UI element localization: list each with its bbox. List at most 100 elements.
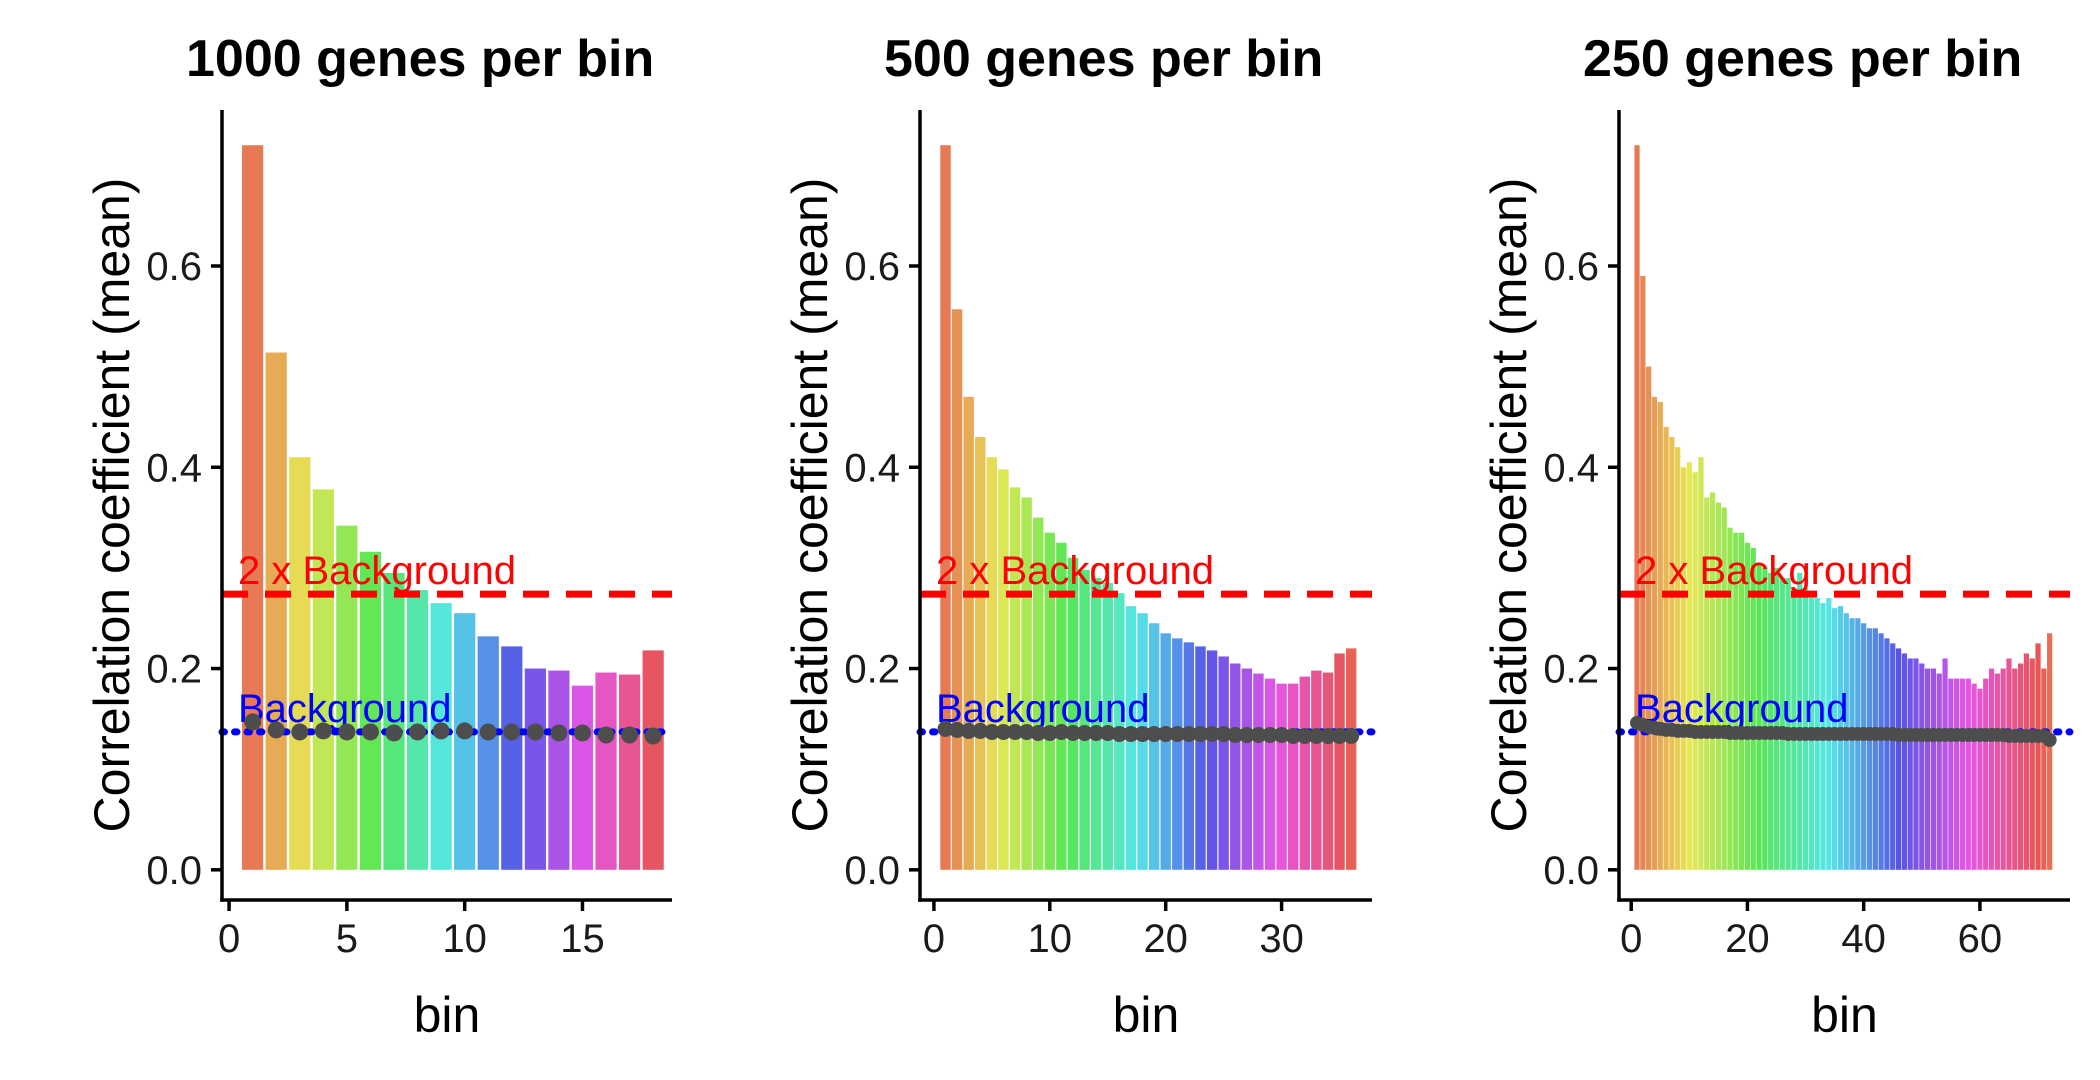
bar-bin-52 [1930, 668, 1937, 870]
panel-title: 250 genes per bin [1583, 30, 2022, 88]
bar-bin-5 [1657, 401, 1663, 870]
bar-bin-33 [1311, 670, 1322, 870]
y-tick-label: 0.4 [844, 446, 900, 490]
bar-bin-13 [1079, 569, 1090, 870]
y-tick-label: 0.6 [1543, 245, 1599, 289]
bar-bin-21 [1750, 547, 1756, 870]
bar-bin-27 [1241, 668, 1253, 870]
bar-bin-22 [1756, 562, 1762, 870]
x-tick-label: 0 [1620, 917, 1642, 961]
bar-bin-11 [1056, 542, 1067, 870]
bar-bin-61 [1983, 678, 1989, 870]
point-bin-30 [1273, 726, 1290, 743]
point-bin-19 [1146, 725, 1163, 742]
point-bin-15 [573, 724, 591, 742]
bar-bin-58 [1965, 678, 1971, 870]
y-tick-label: 0.2 [146, 648, 202, 692]
y-tick-label: 0.6 [146, 245, 202, 289]
bar-bin-38 [1849, 618, 1855, 870]
bar-bin-26 [1779, 577, 1785, 870]
bar-bin-19 [1739, 532, 1745, 870]
bar-bin-53 [1936, 673, 1942, 870]
point-bin-4 [314, 722, 332, 740]
bar-bin-56 [1954, 678, 1960, 870]
bar-bin-9 [1680, 467, 1687, 870]
point-bin-33 [1308, 727, 1325, 744]
double-background-label: 2 x Background [238, 549, 516, 593]
x-tick-label: 60 [1958, 917, 2003, 961]
bar-bin-6 [359, 551, 382, 870]
bar-bin-55 [1948, 678, 1954, 870]
x-tick-label: 30 [1259, 917, 1304, 961]
bar-bin-49 [1913, 658, 1919, 870]
bar-bin-12 [1698, 457, 1704, 870]
bar-bin-25 [1773, 567, 1780, 870]
bar-bin-64 [2000, 668, 2006, 870]
bar-bin-21 [1172, 638, 1183, 870]
bar-bin-8 [1021, 497, 1032, 870]
bar-bin-24 [1768, 572, 1774, 870]
bar-bin-67 [2017, 663, 2024, 870]
point-bin-1 [244, 713, 262, 731]
point-bin-14 [1088, 724, 1105, 741]
point-bin-10 [1041, 724, 1058, 741]
bar-bin-18 [642, 650, 664, 870]
bar-bin-20 [1744, 542, 1751, 870]
bar-bin-19 [1148, 623, 1160, 870]
point-bin-10 [456, 722, 474, 740]
bar-bin-24 [1206, 650, 1218, 870]
point-bin-26 [1227, 726, 1244, 743]
panel-title: 500 genes per bin [884, 30, 1323, 88]
bar-bin-66 [2012, 668, 2018, 870]
y-axis-title: Correlation coefficient (mean) [84, 178, 140, 833]
x-tick-label: 0 [923, 917, 945, 961]
point-bin-3 [960, 722, 977, 739]
x-tick-label: 20 [1725, 917, 1770, 961]
bar-bin-48 [1907, 658, 1913, 870]
bar-bin-5 [986, 457, 998, 870]
bar-bin-7 [383, 572, 405, 870]
y-tick-label: 0.4 [1543, 446, 1599, 490]
x-axis-title: bin [414, 987, 481, 1043]
bar-bin-46 [1895, 648, 1902, 870]
point-bin-12 [1064, 724, 1081, 741]
bar-bin-26 [1230, 663, 1241, 870]
x-tick-label: 5 [336, 917, 358, 961]
bar-bin-1 [940, 145, 951, 870]
point-bin-13 [526, 723, 544, 741]
bar-bin-17 [1727, 527, 1733, 870]
point-bin-34 [1319, 727, 1336, 744]
point-bin-25 [1215, 725, 1232, 742]
point-bin-7 [1007, 723, 1024, 740]
bar-bin-72 [2047, 633, 2053, 870]
bar-bin-17 [618, 674, 641, 870]
point-bin-11 [1053, 723, 1070, 740]
bar-bin-23 [1762, 567, 1768, 870]
bar-bin-44 [1884, 638, 1890, 870]
x-tick-label: 40 [1841, 917, 1886, 961]
point-bin-72 [2042, 732, 2057, 747]
bar-bin-10 [1686, 462, 1692, 870]
x-axis-title: bin [1113, 987, 1180, 1043]
bar-bin-6 [998, 469, 1009, 870]
bar-bin-41 [1866, 628, 1873, 870]
point-bin-35 [1331, 727, 1348, 744]
bar-bin-63 [1994, 673, 2000, 870]
bar-bin-14 [548, 670, 570, 870]
bar-bin-4 [312, 489, 334, 870]
bar-bin-62 [1988, 668, 1995, 870]
bar-bin-34 [1322, 672, 1334, 870]
bar-bin-10 [1044, 532, 1056, 870]
point-bin-5 [983, 723, 1000, 740]
bar-bin-12 [1067, 557, 1079, 870]
point-bin-28 [1250, 726, 1267, 743]
point-bin-13 [1076, 724, 1093, 741]
bar-bin-6 [1663, 427, 1669, 870]
y-tick-label: 0.0 [844, 849, 900, 893]
bar-bin-47 [1901, 653, 1907, 870]
bar-bin-20 [1160, 633, 1171, 870]
bar-bin-3 [289, 457, 311, 870]
point-bin-11 [479, 723, 497, 741]
point-bin-2 [267, 721, 285, 739]
